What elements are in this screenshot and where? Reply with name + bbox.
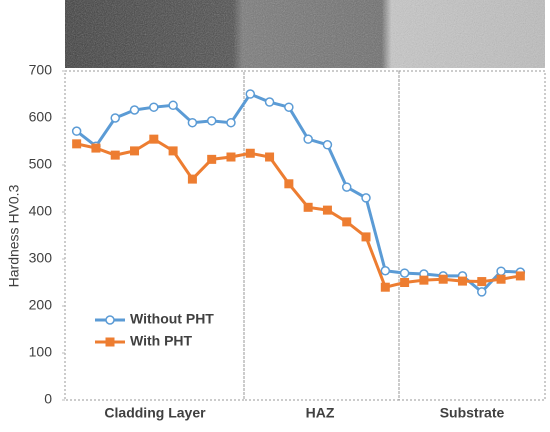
point (284, 179, 294, 189)
point (245, 148, 255, 158)
point (105, 315, 115, 325)
point (207, 154, 217, 164)
legend-label: With PHT (130, 333, 193, 349)
point (130, 146, 140, 156)
point (457, 276, 467, 286)
region-label: HAZ (306, 405, 335, 421)
y-tick-label: 600 (29, 109, 53, 125)
y-tick-label: 300 (29, 250, 53, 266)
y-axis-label: Hardness HV0.3 (6, 184, 22, 287)
point (168, 100, 178, 111)
point (110, 113, 120, 123)
y-tick-label: 500 (29, 156, 53, 172)
point (419, 275, 429, 285)
line (76, 137, 521, 289)
y-tick-label: 700 (29, 62, 53, 78)
legend-item: With PHT (95, 333, 193, 349)
region-label: Substrate (440, 405, 505, 421)
legend-label: Without PHT (130, 311, 214, 327)
point (226, 117, 236, 128)
line (75, 92, 521, 294)
y-tick-label: 100 (29, 344, 53, 360)
point (399, 268, 410, 278)
point (341, 182, 352, 192)
point (71, 126, 82, 136)
y-tick-label: 400 (29, 203, 53, 219)
point (245, 89, 256, 99)
point (496, 274, 506, 284)
region-boxes (64, 70, 546, 401)
point (361, 232, 371, 242)
series (71, 89, 526, 297)
y-tick-label: 200 (29, 297, 53, 313)
point (477, 277, 487, 287)
legend-item: Without PHT (95, 311, 214, 327)
point (206, 116, 217, 126)
point (168, 146, 178, 156)
point (110, 150, 120, 160)
point (496, 266, 506, 276)
point (284, 102, 294, 112)
point (322, 205, 332, 215)
point (149, 134, 159, 144)
point (342, 217, 352, 227)
point (380, 266, 391, 276)
point (149, 102, 159, 112)
point (322, 140, 333, 150)
point (361, 193, 371, 203)
point (187, 117, 198, 128)
region-label: Cladding Layer (104, 405, 206, 421)
point (477, 287, 487, 297)
point (400, 278, 410, 287)
point (303, 134, 313, 144)
y-tick-label: 0 (44, 391, 52, 407)
point (226, 152, 236, 162)
point (303, 202, 313, 212)
point (105, 337, 115, 347)
point (265, 152, 275, 162)
point (72, 139, 82, 149)
series (72, 134, 525, 292)
point (380, 282, 390, 292)
micrograph (65, 0, 545, 68)
point (187, 174, 197, 184)
point (515, 271, 525, 281)
point (264, 97, 275, 107)
point (438, 274, 448, 284)
point (91, 143, 101, 153)
point (129, 105, 140, 115)
